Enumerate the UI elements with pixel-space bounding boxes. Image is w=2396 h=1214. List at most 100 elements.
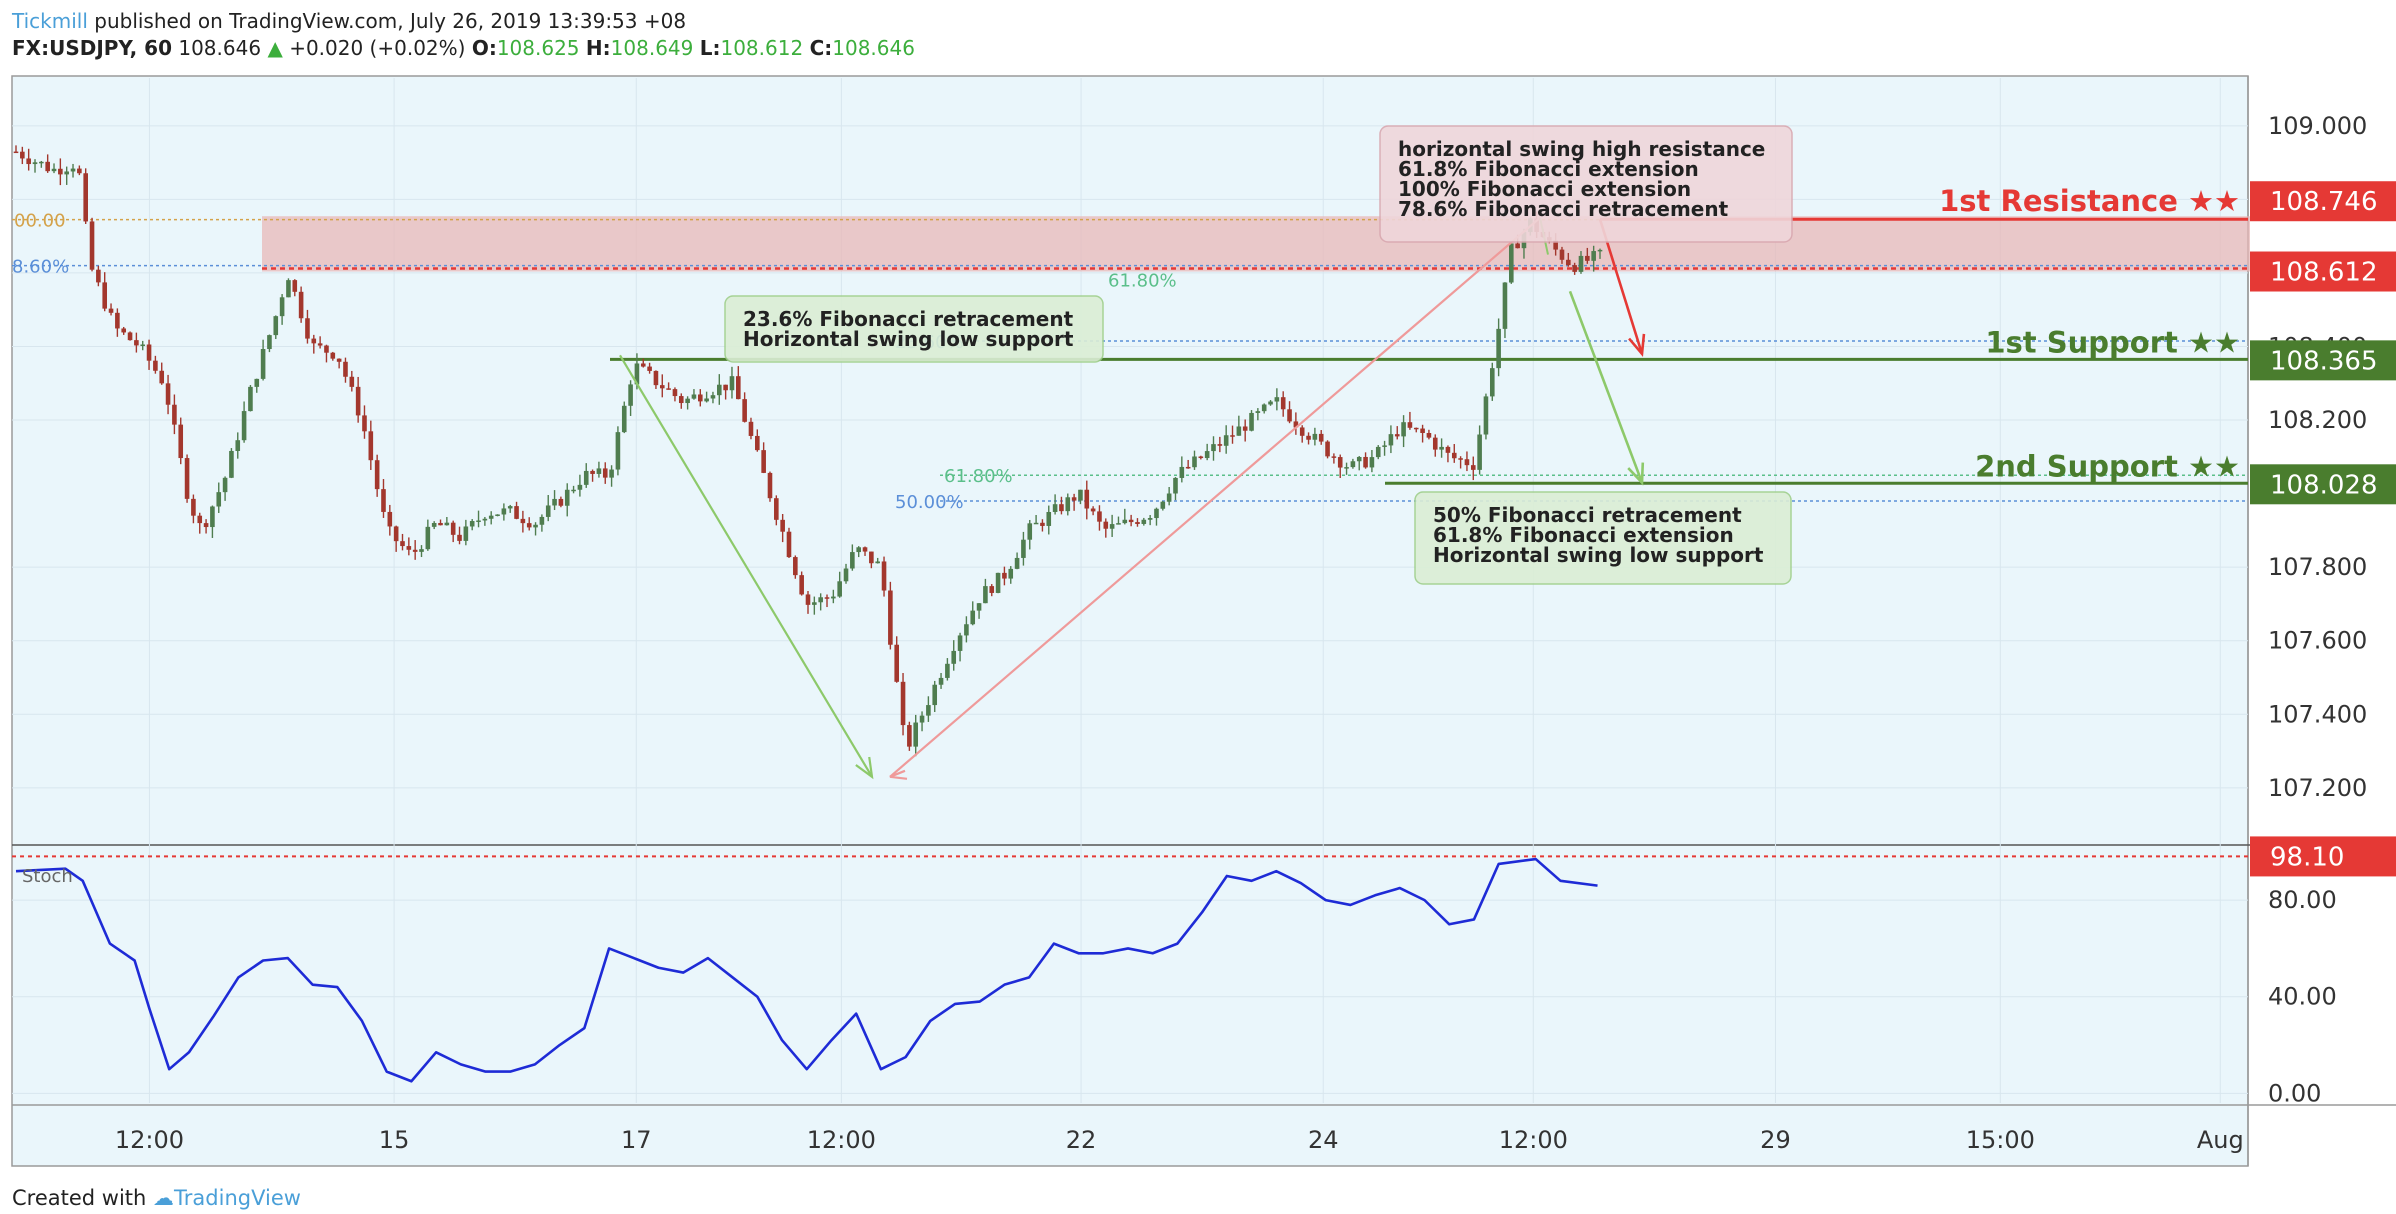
- candle-body: [1426, 432, 1432, 438]
- candle-body: [476, 520, 481, 522]
- candle-body: [343, 361, 348, 377]
- up-swing-line-head: [889, 769, 908, 780]
- candle-body: [831, 596, 836, 599]
- candle-body: [1217, 444, 1223, 446]
- candle-body: [1179, 466, 1185, 478]
- candle-body: [767, 472, 773, 499]
- candle-body: [938, 677, 944, 685]
- candle-body: [552, 498, 557, 506]
- candle-body: [793, 557, 798, 576]
- candle-body: [970, 610, 976, 625]
- support1-label: 1st Support ★★: [1985, 325, 2240, 359]
- high-label: H:: [585, 36, 611, 60]
- top-annotation-line: 100% Fibonacci extension: [1398, 177, 1691, 201]
- time-tick-label: 12:00: [115, 1126, 184, 1154]
- candle-body: [1268, 401, 1273, 405]
- candle-body: [1553, 240, 1558, 250]
- candle-body: [1078, 489, 1083, 501]
- candle-body: [1147, 518, 1153, 520]
- chart-header: Tickmill published on TradingView.com, J…: [12, 8, 915, 62]
- candle-body: [1002, 572, 1007, 579]
- candle-body: [1559, 249, 1565, 260]
- candle-body: [1274, 397, 1280, 402]
- candle-body: [203, 523, 209, 528]
- candle-body: [577, 484, 583, 490]
- candle-body: [748, 421, 754, 436]
- candle-body: [431, 522, 437, 527]
- candle-body: [647, 366, 652, 371]
- candle-body: [691, 394, 697, 399]
- candle-body: [653, 370, 659, 386]
- candle-body: [1198, 456, 1204, 459]
- candle-body: [134, 340, 139, 346]
- candle-body: [1445, 446, 1451, 453]
- candle-body: [267, 335, 272, 350]
- candle-body: [837, 581, 842, 597]
- candle-body: [736, 376, 741, 400]
- candle-body: [1318, 433, 1324, 442]
- candle-body: [406, 546, 412, 550]
- candle-body: [862, 547, 868, 552]
- time-tick-label: 17: [621, 1126, 652, 1154]
- top-annotation-line: 61.8% Fibonacci extension: [1398, 157, 1699, 181]
- publisher-link[interactable]: Tickmill: [12, 9, 88, 33]
- support2-label: 2nd Support ★★: [1975, 449, 2240, 483]
- candle-body: [590, 470, 595, 474]
- candle-body: [1388, 434, 1394, 446]
- candle-body: [495, 514, 500, 516]
- candle-body: [450, 522, 456, 535]
- candle-body: [1407, 422, 1413, 428]
- candle-body: [564, 489, 570, 506]
- candle-body: [229, 450, 234, 478]
- candle-body: [1325, 441, 1330, 457]
- bottom-annotation-line: 50% Fibonacci retracement: [1433, 503, 1742, 527]
- candle-body: [1470, 465, 1476, 470]
- price-tick-label: 107.200: [2268, 774, 2367, 802]
- candle-body: [1572, 265, 1577, 272]
- candle-body: [501, 508, 507, 515]
- candle-body: [1597, 249, 1603, 252]
- candle-body: [70, 168, 76, 172]
- candle-body: [869, 551, 874, 564]
- candle-body: [697, 394, 703, 402]
- candle-body: [609, 469, 614, 478]
- candle-body: [1489, 368, 1495, 397]
- candle-body: [191, 498, 196, 516]
- bearish-arrow-head: [1628, 333, 1646, 358]
- candle-body: [39, 161, 44, 164]
- candle-body: [298, 291, 304, 319]
- time-tick-label: 22: [1066, 1126, 1097, 1154]
- time-axis[interactable]: 12:00 15 17 12:00 22 24 12:00 29 15:00 Aug: [115, 1126, 2244, 1154]
- candle-body: [83, 173, 88, 222]
- resistance-zone: [262, 216, 2250, 272]
- candle-body: [1052, 504, 1058, 512]
- candle-body: [419, 549, 424, 552]
- last-price: 108.646: [178, 36, 262, 60]
- candle-body: [254, 378, 260, 387]
- candle-body: [374, 460, 380, 490]
- candle-body: [381, 489, 386, 512]
- candle-body: [51, 168, 57, 172]
- candle-body: [1502, 282, 1508, 329]
- candle-body: [818, 597, 823, 603]
- candle-body: [1242, 426, 1248, 431]
- tradingview-link[interactable]: TradingView: [174, 1186, 301, 1210]
- time-tick-label: 29: [1760, 1126, 1791, 1154]
- resistance-price-tag: 108.746: [2270, 187, 2378, 217]
- candle-body: [824, 597, 830, 599]
- footer: Created with ☁TradingView: [12, 1186, 301, 1210]
- candle-body: [951, 650, 957, 664]
- candle-body: [1566, 259, 1571, 266]
- bearish-target-arrow-head: [1627, 462, 1645, 486]
- candle-body: [786, 531, 792, 558]
- candle-body: [26, 158, 31, 165]
- symbol-label[interactable]: FX:USDJPY, 60: [12, 36, 172, 60]
- candle-body: [723, 384, 728, 391]
- stoch-pane: Stoch: [12, 855, 2248, 1083]
- candle-body: [1451, 452, 1457, 459]
- candle-body: [1578, 255, 1584, 272]
- candle-body: [640, 363, 646, 367]
- resistance-price-tag-bg: [2250, 181, 2396, 222]
- candle-body: [913, 722, 919, 747]
